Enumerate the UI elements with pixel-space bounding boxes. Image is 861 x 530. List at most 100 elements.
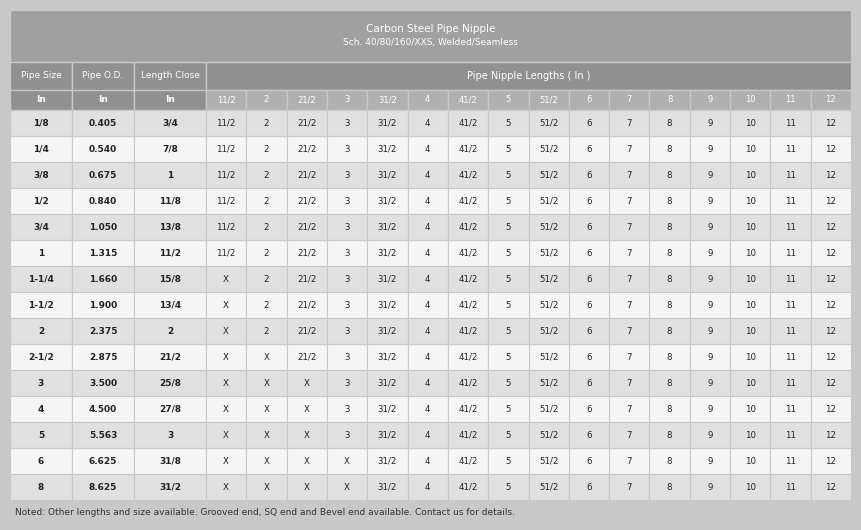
Bar [649, 318, 690, 344]
Text: 11: 11 [785, 223, 796, 232]
Bar [690, 344, 730, 370]
Bar [134, 240, 206, 266]
Text: 7: 7 [627, 301, 632, 310]
Text: 11: 11 [785, 482, 796, 491]
Text: 8: 8 [667, 95, 672, 104]
Text: 5: 5 [505, 119, 511, 128]
Bar [206, 266, 246, 292]
Bar [10, 318, 72, 344]
Text: 12: 12 [826, 95, 836, 104]
Text: In: In [165, 95, 175, 104]
Bar [569, 188, 609, 214]
Bar [72, 240, 134, 266]
Text: 7: 7 [627, 456, 632, 465]
Bar [771, 448, 811, 474]
Bar [811, 188, 851, 214]
Text: 4: 4 [425, 352, 430, 361]
Bar [609, 266, 649, 292]
Bar [569, 162, 609, 188]
Text: Noted: Other lengths and size available. Grooved end, SQ end and Bevel end avail: Noted: Other lengths and size available.… [15, 508, 515, 517]
Bar [690, 474, 730, 500]
Text: 7: 7 [627, 275, 632, 284]
Text: 4: 4 [425, 430, 430, 439]
Bar [649, 422, 690, 448]
Text: 12: 12 [826, 275, 836, 284]
Bar [529, 214, 569, 240]
Bar [287, 422, 327, 448]
Text: 9: 9 [707, 95, 713, 104]
Bar [368, 136, 407, 162]
Text: 3: 3 [344, 352, 350, 361]
Text: 2: 2 [263, 145, 269, 154]
Bar [206, 344, 246, 370]
Bar [448, 396, 488, 422]
Text: 4: 4 [425, 378, 430, 387]
Bar [368, 396, 407, 422]
Text: 41/2: 41/2 [458, 301, 478, 310]
Text: 12: 12 [826, 249, 836, 258]
Bar [529, 266, 569, 292]
Bar [811, 344, 851, 370]
Bar [287, 162, 327, 188]
Bar [246, 162, 287, 188]
Bar [134, 188, 206, 214]
Bar [10, 188, 72, 214]
Text: X: X [304, 430, 310, 439]
Bar [811, 318, 851, 344]
Bar [246, 344, 287, 370]
Bar [448, 240, 488, 266]
Bar [368, 162, 407, 188]
Text: 6: 6 [38, 456, 44, 465]
Bar [811, 162, 851, 188]
Text: 3: 3 [344, 145, 350, 154]
Text: 11: 11 [785, 456, 796, 465]
Bar [206, 422, 246, 448]
Bar [407, 214, 448, 240]
Text: 8: 8 [666, 275, 672, 284]
Bar [407, 396, 448, 422]
Bar [10, 422, 72, 448]
Text: Carbon Steel Pipe Nipple: Carbon Steel Pipe Nipple [366, 24, 495, 34]
Text: 2: 2 [263, 275, 269, 284]
Bar [448, 474, 488, 500]
Text: X: X [223, 326, 229, 335]
Bar [448, 214, 488, 240]
Text: 1: 1 [167, 171, 173, 180]
Text: 6: 6 [586, 171, 592, 180]
Text: 5: 5 [38, 430, 44, 439]
Text: 10: 10 [745, 404, 756, 413]
Text: X: X [263, 430, 269, 439]
Bar [771, 188, 811, 214]
Text: 3: 3 [344, 301, 350, 310]
Text: 7: 7 [627, 119, 632, 128]
Bar [529, 396, 569, 422]
Text: 8: 8 [666, 378, 672, 387]
Bar [134, 344, 206, 370]
Bar [72, 422, 134, 448]
Bar [287, 370, 327, 396]
Bar [569, 422, 609, 448]
Bar [134, 266, 206, 292]
Text: 10: 10 [745, 301, 756, 310]
Text: 21/2: 21/2 [297, 119, 317, 128]
Text: 2: 2 [263, 95, 269, 104]
Text: 3: 3 [344, 171, 350, 180]
Bar [649, 240, 690, 266]
Text: 5: 5 [505, 145, 511, 154]
Bar [407, 292, 448, 318]
Bar [730, 422, 771, 448]
Text: 9: 9 [707, 456, 713, 465]
Text: 12: 12 [826, 301, 836, 310]
Text: 3: 3 [344, 197, 350, 206]
Bar [730, 110, 771, 136]
Bar [368, 110, 407, 136]
Text: 9: 9 [707, 326, 713, 335]
Text: 12: 12 [826, 352, 836, 361]
Bar [246, 370, 287, 396]
Text: 8: 8 [666, 456, 672, 465]
Text: 10: 10 [745, 378, 756, 387]
Bar [488, 90, 529, 110]
Text: 4: 4 [425, 119, 430, 128]
Bar [488, 240, 529, 266]
Text: 12: 12 [826, 482, 836, 491]
